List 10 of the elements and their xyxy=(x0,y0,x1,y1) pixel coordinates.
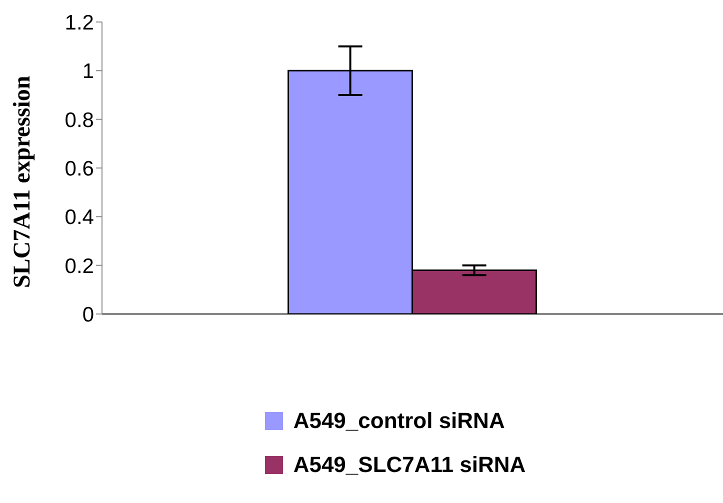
y-tick-label: 0 xyxy=(82,303,94,326)
y-tick-label: 0.2 xyxy=(64,254,94,278)
y-tick-label: 0.8 xyxy=(64,108,94,132)
legend-label: A549_control siRNA xyxy=(293,408,505,434)
y-tick-label: 0.6 xyxy=(64,157,94,180)
y-tick-label: 1 xyxy=(82,60,94,84)
y-tick-label: 0.4 xyxy=(64,206,94,230)
y-tick-label: 1.2 xyxy=(64,11,94,34)
y-axis-title: SLC7A11 expression xyxy=(10,76,36,288)
legend-label: A549_SLC7A11 siRNA xyxy=(293,452,526,478)
